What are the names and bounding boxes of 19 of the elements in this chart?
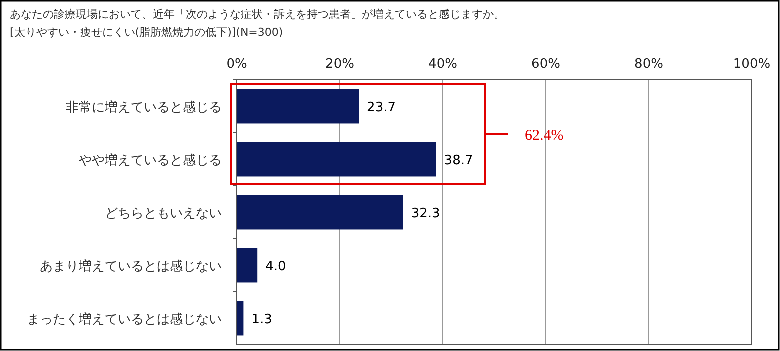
y-tick-label: やや増えていると感じる	[79, 152, 222, 168]
data-label: 4.0	[266, 260, 286, 274]
data-label: 23.7	[367, 100, 396, 116]
x-tick-label: 100%	[733, 57, 771, 72]
x-tick-label: 60%	[532, 57, 560, 72]
title: あなたの診療現場において、近年「次のような症状・訴えを持つ患者」が増えていると感じますか。	[10, 8, 505, 21]
data-label: 32.3	[411, 206, 440, 222]
x-tick-label: 40%	[428, 57, 458, 72]
data-label: 1.3	[252, 312, 272, 328]
y-tick-label: どちらともいえない	[105, 206, 222, 222]
y-tick-label: まったく増えているとは感じない	[27, 312, 222, 328]
annotation: 62.4%	[525, 128, 564, 144]
x-tick-label: 20%	[326, 57, 354, 72]
y-tick-label: 非常に増えていると感じる	[66, 100, 222, 116]
subtitle: [太りやすい・痩せにくい(脂肪燃焼力の低下)](N=300)	[10, 26, 284, 39]
data-label: 38.7	[444, 154, 474, 168]
x-tick-label: 80%	[634, 57, 664, 72]
x-tick-label: 0%	[226, 57, 248, 72]
y-tick-label: あまり増えているとは感じない	[40, 258, 222, 274]
